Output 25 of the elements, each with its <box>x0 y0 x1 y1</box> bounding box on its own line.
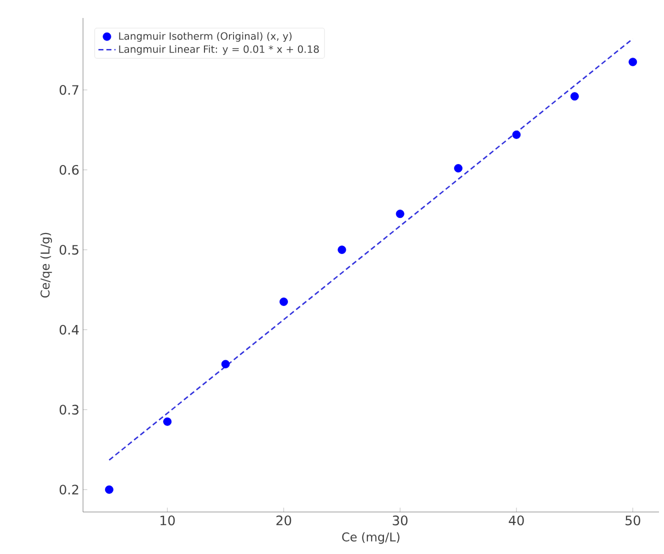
x-tick-label: 20 <box>276 516 292 526</box>
point <box>338 246 346 254</box>
legend-label: Langmuir Linear Fit: y = 0.01 * x + 0.18 <box>119 45 319 55</box>
point <box>221 360 230 368</box>
y-axis-title: Ce/qe (L/g) <box>40 232 52 298</box>
x-axis-title: Ce (mg/L) <box>342 532 400 544</box>
x-tick-label: 50 <box>626 516 640 526</box>
y-tick-label: 0.5 <box>60 244 78 255</box>
y-tick-label: 0.3 <box>60 404 78 415</box>
y-tick-label: 0.6 <box>60 164 79 175</box>
y-tick-label: 0.4 <box>60 324 79 335</box>
point <box>454 164 462 172</box>
point <box>570 92 579 101</box>
legend-label: Langmuir Isotherm (Original) (x, y) <box>119 32 292 42</box>
y-tick-label: 0.2 <box>60 484 78 495</box>
point <box>104 485 114 494</box>
point <box>512 130 521 139</box>
y-tick-label: 0.7 <box>60 85 78 95</box>
point <box>628 58 638 66</box>
point <box>280 298 288 306</box>
x-tick-label: 30 <box>392 516 408 526</box>
point <box>163 417 172 426</box>
x-tick-label: 10 <box>160 516 175 526</box>
point <box>396 210 404 218</box>
x-tick-label: 40 <box>508 516 524 526</box>
